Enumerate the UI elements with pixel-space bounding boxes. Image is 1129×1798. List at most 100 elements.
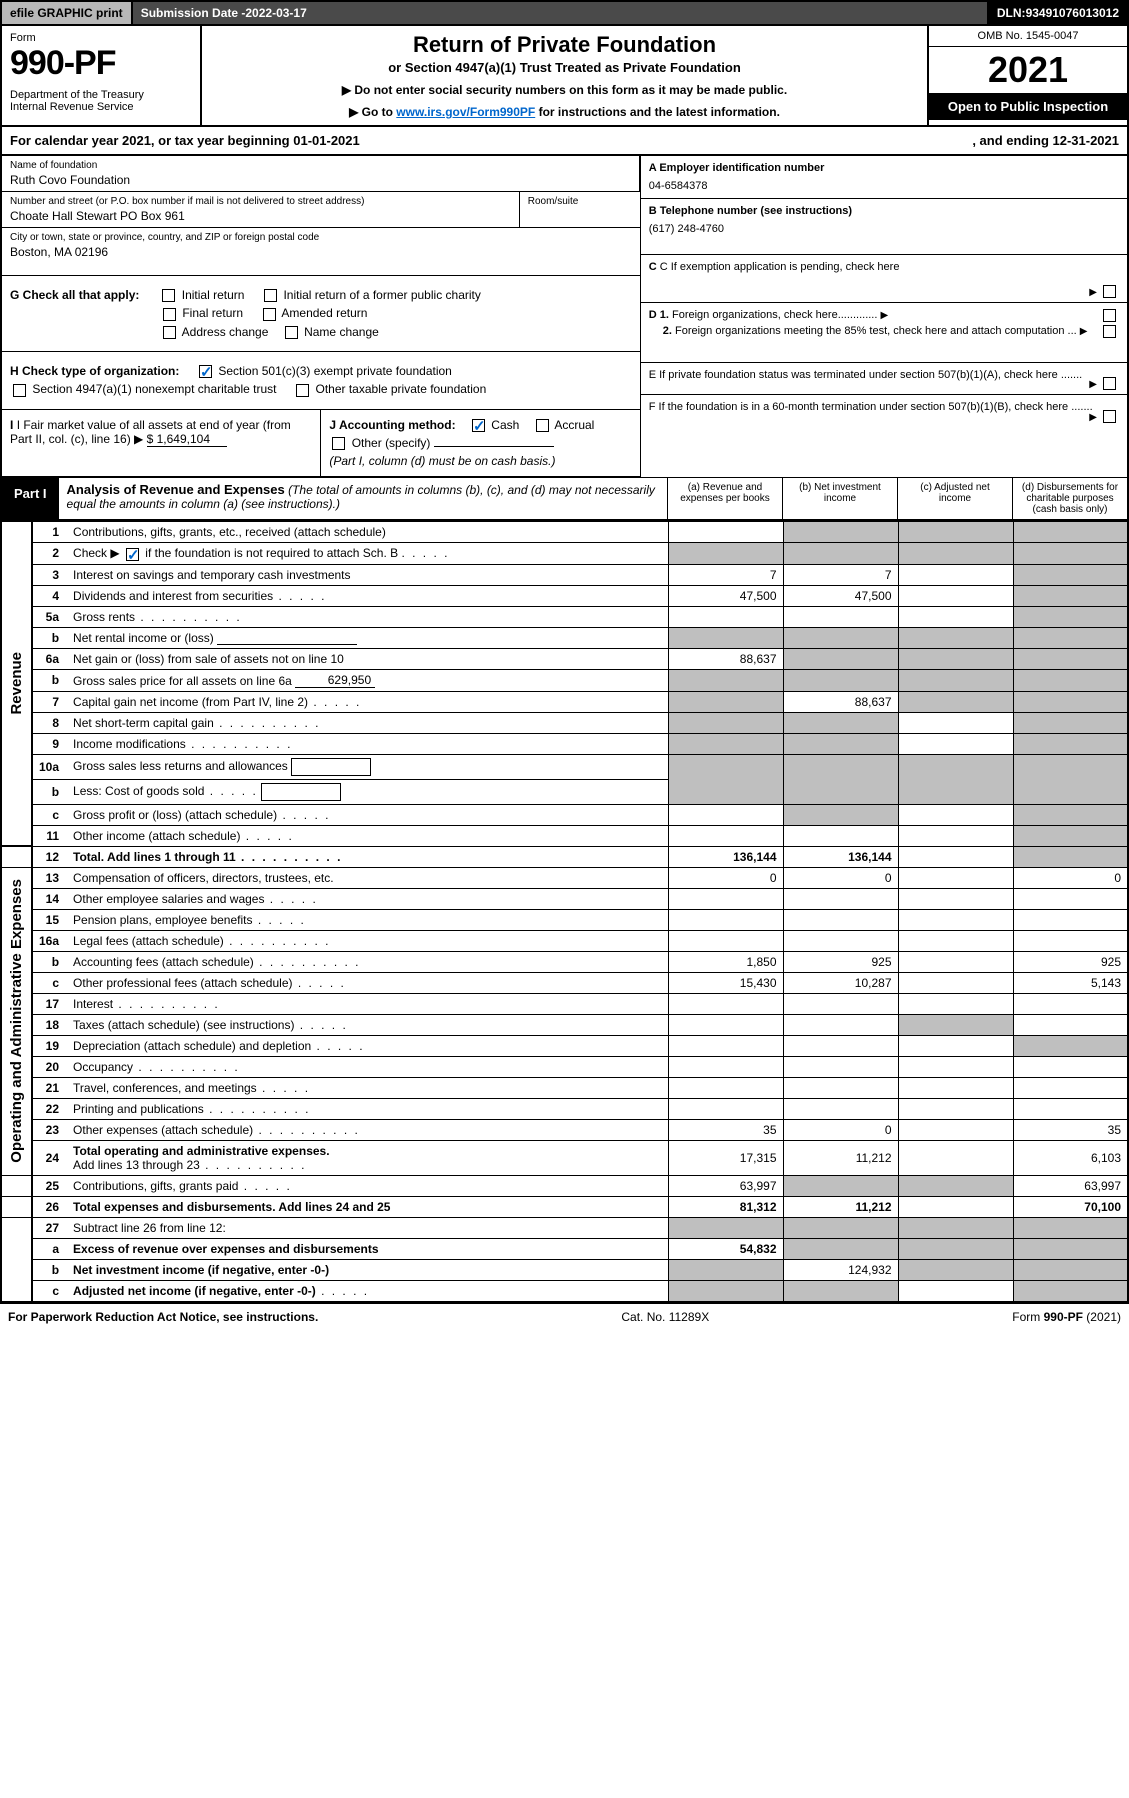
footer-mid: Cat. No. 11289X: [621, 1310, 709, 1324]
table-row: cOther professional fees (attach schedul…: [1, 972, 1128, 993]
checkbox-accrual[interactable]: [536, 419, 549, 432]
checkbox-initial-return[interactable]: [162, 289, 175, 302]
table-row: 17Interest: [1, 993, 1128, 1014]
form-title: Return of Private Foundation: [210, 32, 919, 58]
section-g: G Check all that apply: Initial return I…: [2, 276, 640, 352]
dept-treasury: Department of the Treasury Internal Reve…: [10, 89, 192, 113]
table-row: 11Other income (attach schedule): [1, 825, 1128, 846]
arrow-icon: [880, 309, 888, 321]
top-bar: efile GRAPHIC print Submission Date - 20…: [0, 0, 1129, 26]
checkbox-f[interactable]: [1103, 410, 1116, 423]
footer-right: Form 990-PF (2021): [1012, 1310, 1121, 1324]
efile-label: efile GRAPHIC print: [2, 2, 133, 24]
tax-year: 2021: [929, 47, 1127, 93]
part1-table: Revenue 1 Contributions, gifts, grants, …: [0, 521, 1129, 1302]
revenue-label: Revenue: [8, 652, 25, 715]
table-row: cGross profit or (loss) (attach schedule…: [1, 804, 1128, 825]
table-row: 3Interest on savings and temporary cash …: [1, 564, 1128, 585]
checkbox-c[interactable]: [1103, 285, 1116, 298]
header-title-block: Return of Private Foundation or Section …: [202, 26, 927, 125]
table-row: 4Dividends and interest from securities …: [1, 585, 1128, 606]
table-row: 7Capital gain net income (from Part IV, …: [1, 691, 1128, 712]
col-a-header: (a) Revenue and expenses per books: [667, 478, 782, 519]
table-row: 18Taxes (attach schedule) (see instructi…: [1, 1014, 1128, 1035]
checkbox-amended-return[interactable]: [263, 308, 276, 321]
checkbox-d2[interactable]: [1103, 325, 1116, 338]
table-row: 15Pension plans, employee benefits: [1, 909, 1128, 930]
header-right: OMB No. 1545-0047 2021 Open to Public In…: [927, 26, 1127, 125]
table-row: bGross sales price for all assets on lin…: [1, 669, 1128, 691]
checkbox-cash[interactable]: [472, 419, 485, 432]
section-c: C C If exemption application is pending,…: [641, 255, 1127, 303]
open-to-public: Open to Public Inspection: [929, 93, 1127, 120]
room-suite-cell: Room/suite: [520, 192, 640, 227]
section-d: D 1. D 1. Foreign organizations, check h…: [641, 303, 1127, 363]
omb-number: OMB No. 1545-0047: [929, 26, 1127, 47]
table-row: 19Depreciation (attach schedule) and dep…: [1, 1035, 1128, 1056]
table-row: Revenue 1 Contributions, gifts, grants, …: [1, 522, 1128, 543]
foundation-name-cell: Name of foundation Ruth Covo Foundation: [2, 156, 640, 191]
table-row: 10aGross sales less returns and allowanc…: [1, 754, 1128, 779]
col-c-header: (c) Adjusted net income: [897, 478, 1012, 519]
table-row: bNet rental income or (loss): [1, 627, 1128, 648]
table-row: 22Printing and publications: [1, 1098, 1128, 1119]
checkbox-4947a1[interactable]: [13, 384, 26, 397]
submission-date: Submission Date - 2022-03-17: [133, 2, 989, 24]
col-b-header: (b) Net investment income: [782, 478, 897, 519]
checkbox-other-method[interactable]: [332, 437, 345, 450]
col-d-header: (d) Disbursements for charitable purpose…: [1012, 478, 1127, 519]
address-cell: Number and street (or P.O. box number if…: [2, 192, 520, 227]
table-row: 26Total expenses and disbursements. Add …: [1, 1196, 1128, 1217]
irs-link[interactable]: www.irs.gov/Form990PF: [396, 105, 535, 119]
table-row: aExcess of revenue over expenses and dis…: [1, 1238, 1128, 1259]
part1-badge: Part I: [2, 478, 59, 519]
table-row: 16aLegal fees (attach schedule): [1, 930, 1128, 951]
table-row: 23Other expenses (attach schedule) 35035: [1, 1119, 1128, 1140]
checkbox-final-return[interactable]: [163, 308, 176, 321]
city-cell: City or town, state or province, country…: [2, 228, 640, 276]
section-i: I I Fair market value of all assets at e…: [2, 410, 320, 477]
form-subtitle: or Section 4947(a)(1) Trust Treated as P…: [210, 60, 919, 75]
calendar-year-row: For calendar year 2021, or tax year begi…: [0, 127, 1129, 156]
part1-header: Part I Analysis of Revenue and Expenses …: [0, 477, 1129, 521]
form-number: 990-PF: [10, 44, 192, 83]
table-row: 14Other employee salaries and wages: [1, 888, 1128, 909]
section-ij: I I Fair market value of all assets at e…: [2, 410, 640, 478]
section-h: H Check type of organization: Section 50…: [2, 352, 640, 410]
checkbox-initial-public[interactable]: [264, 289, 277, 302]
table-row: bNet investment income (if negative, ent…: [1, 1259, 1128, 1280]
table-row: 12Total. Add lines 1 through 11 136,1441…: [1, 846, 1128, 867]
form-label: Form: [10, 32, 192, 44]
footer-left: For Paperwork Reduction Act Notice, see …: [8, 1310, 318, 1324]
table-row: bAccounting fees (attach schedule) 1,850…: [1, 951, 1128, 972]
fmv-value: $ 1,649,104: [147, 432, 227, 447]
checkbox-d1[interactable]: [1103, 309, 1116, 322]
table-row: 21Travel, conferences, and meetings: [1, 1077, 1128, 1098]
checkbox-e[interactable]: [1103, 377, 1116, 390]
arrow-icon: [1089, 378, 1097, 390]
ein-cell: A Employer identification number 04-6584…: [641, 156, 1127, 199]
checkbox-501c3[interactable]: [199, 365, 212, 378]
arrow-icon: [1080, 325, 1088, 337]
checkbox-sch-b[interactable]: [126, 548, 139, 561]
table-row: 5aGross rents: [1, 606, 1128, 627]
table-row: 27Subtract line 26 from line 12:: [1, 1217, 1128, 1238]
table-row: Operating and Administrative Expenses 13…: [1, 867, 1128, 888]
arrow-icon: [1089, 411, 1097, 423]
form-header: Form 990-PF Department of the Treasury I…: [0, 26, 1129, 127]
table-row: 6aNet gain or (loss) from sale of assets…: [1, 648, 1128, 669]
table-row: 2 Check ▶ if the foundation is not requi…: [1, 543, 1128, 564]
dln: DLN: 93491076013012: [989, 2, 1127, 24]
page-footer: For Paperwork Reduction Act Notice, see …: [0, 1303, 1129, 1330]
expenses-label: Operating and Administrative Expenses: [8, 879, 25, 1163]
checkbox-other-taxable[interactable]: [296, 384, 309, 397]
phone-cell: B Telephone number (see instructions) (6…: [641, 199, 1127, 255]
checkbox-name-change[interactable]: [285, 326, 298, 339]
part1-title: Analysis of Revenue and Expenses (The to…: [59, 478, 667, 519]
table-row: 8Net short-term capital gain: [1, 712, 1128, 733]
checkbox-address-change[interactable]: [163, 326, 176, 339]
table-row: 20Occupancy: [1, 1056, 1128, 1077]
instruction-2: ▶ Go to www.irs.gov/Form990PF for instru…: [210, 105, 919, 119]
table-row: 24 Total operating and administrative ex…: [1, 1140, 1128, 1175]
section-j: J Accounting method: Cash Accrual Other …: [320, 410, 639, 477]
